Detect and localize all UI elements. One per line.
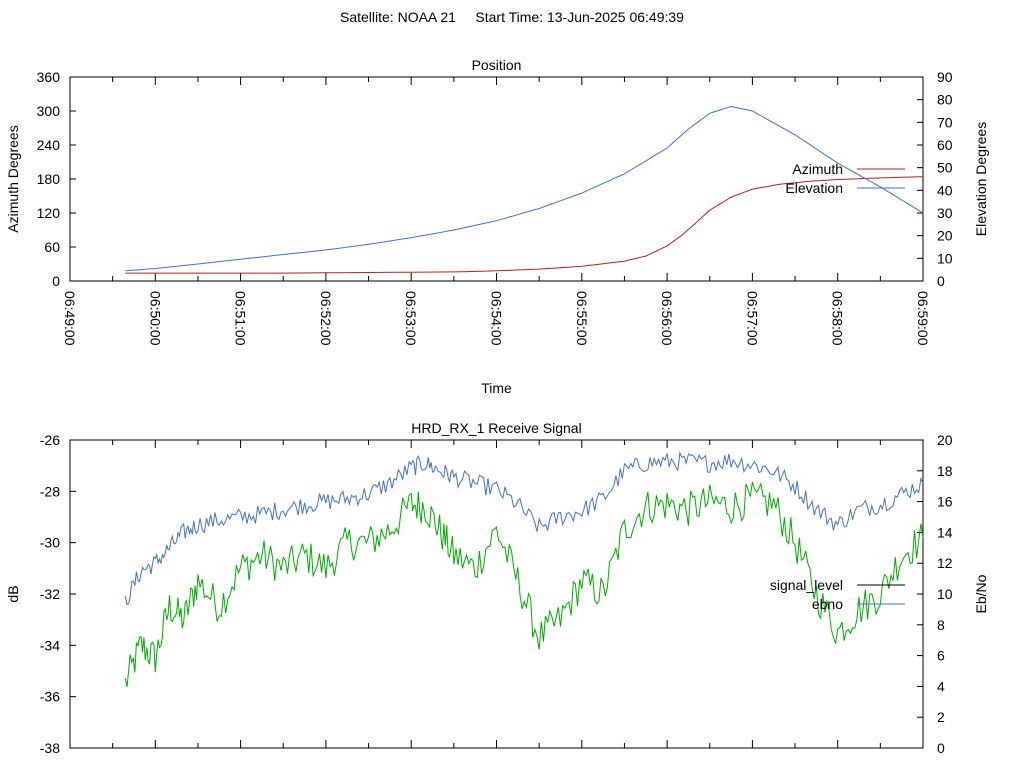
chart-title: Position	[472, 57, 522, 73]
y2-tick-label: 0	[937, 740, 945, 756]
y-tick-label: -28	[40, 483, 60, 499]
series-ebno-line	[124, 451, 924, 606]
y-tick-label: -32	[40, 586, 60, 602]
y-axis-title: Azimuth Degrees	[5, 125, 21, 232]
legend-label: signal_level	[770, 577, 843, 593]
chart-1: Position 0 60 120 180 240 300 360 0 10 20 30 40 50 60 7…	[5, 57, 989, 396]
y2-tick-label: 70	[937, 114, 953, 130]
x-tick-label: 06:51:00	[233, 291, 249, 346]
x-tick-label: 06:59:00	[915, 291, 931, 346]
legend-label: Azimuth	[792, 161, 843, 177]
y2-axis-title: Elevation Degrees	[973, 122, 989, 236]
y2-tick-label: 30	[937, 205, 953, 221]
y-tick-label: 0	[52, 273, 60, 289]
y-tick-label: -26	[40, 432, 60, 448]
y-tick-label: 60	[44, 239, 60, 255]
x-tick-label: 06:54:00	[489, 291, 505, 346]
y2-tick-label: 8	[937, 617, 945, 633]
y-tick-label: 300	[37, 103, 61, 119]
y-tick-label: 360	[37, 69, 61, 85]
x-tick-label: 06:55:00	[574, 291, 590, 346]
y2-tick-label: 16	[937, 494, 953, 510]
y2-tick-label: 10	[937, 250, 953, 266]
y2-tick-label: 60	[937, 137, 953, 153]
y-tick-label: 180	[37, 171, 61, 187]
y2-tick-label: 80	[937, 92, 953, 108]
charts-group: Position06012018024030036001020304050607…	[5, 57, 989, 756]
chart-title: HRD_RX_1 Receive Signal	[411, 420, 581, 436]
legend-label: Elevation	[785, 180, 843, 196]
y2-tick-label: 6	[937, 648, 945, 664]
y2-tick-label: 50	[937, 160, 953, 176]
y2-tick-label: 14	[937, 524, 953, 540]
y2-tick-label: 40	[937, 182, 953, 198]
x-tick-label: 06:53:00	[403, 291, 419, 346]
x-tick-label: 06:52:00	[318, 291, 334, 346]
y2-tick-label: 20	[937, 228, 953, 244]
y2-tick-label: 4	[937, 678, 945, 694]
chart-2: HRD_RX_1 Receive Signal -38 -36 -34 -32 -30 -2…	[5, 420, 989, 756]
page-title: Satellite: NOAA 21 Start Time: 13-Jun-20…	[340, 9, 684, 25]
y-axis-title: dB	[5, 585, 21, 602]
y-tick-label: -30	[40, 535, 60, 551]
y2-tick-label: 2	[937, 709, 945, 725]
series-elevation-line	[125, 105, 924, 272]
y2-tick-label: 90	[937, 69, 953, 85]
plot-frame	[69, 76, 924, 282]
x-tick-label: 06:57:00	[744, 291, 760, 346]
legend-label: ebno	[812, 596, 843, 612]
y-tick-label: -36	[40, 689, 60, 705]
series-azimuth-line	[125, 176, 924, 274]
y2-axis-title: Eb/No	[973, 574, 989, 613]
y2-tick-label: 12	[937, 555, 953, 571]
plot-frame	[69, 439, 924, 749]
y-tick-label: 240	[37, 137, 61, 153]
series-signal-level-line	[124, 481, 924, 688]
y2-tick-label: 18	[937, 463, 953, 479]
x-tick-label: 06:50:00	[147, 291, 163, 346]
y2-tick-label: 10	[937, 586, 953, 602]
y-tick-label: 120	[37, 205, 61, 221]
y2-tick-label: 20	[937, 432, 953, 448]
y-tick-label: -34	[40, 637, 60, 653]
y2-tick-label: 0	[937, 273, 945, 289]
x-axis-title: Time	[481, 380, 512, 396]
x-tick-label: 06:56:00	[659, 291, 675, 346]
x-tick-label: 06:49:00	[62, 291, 78, 346]
x-tick-label: 06:58:00	[830, 291, 846, 346]
y-tick-label: -38	[40, 740, 60, 756]
